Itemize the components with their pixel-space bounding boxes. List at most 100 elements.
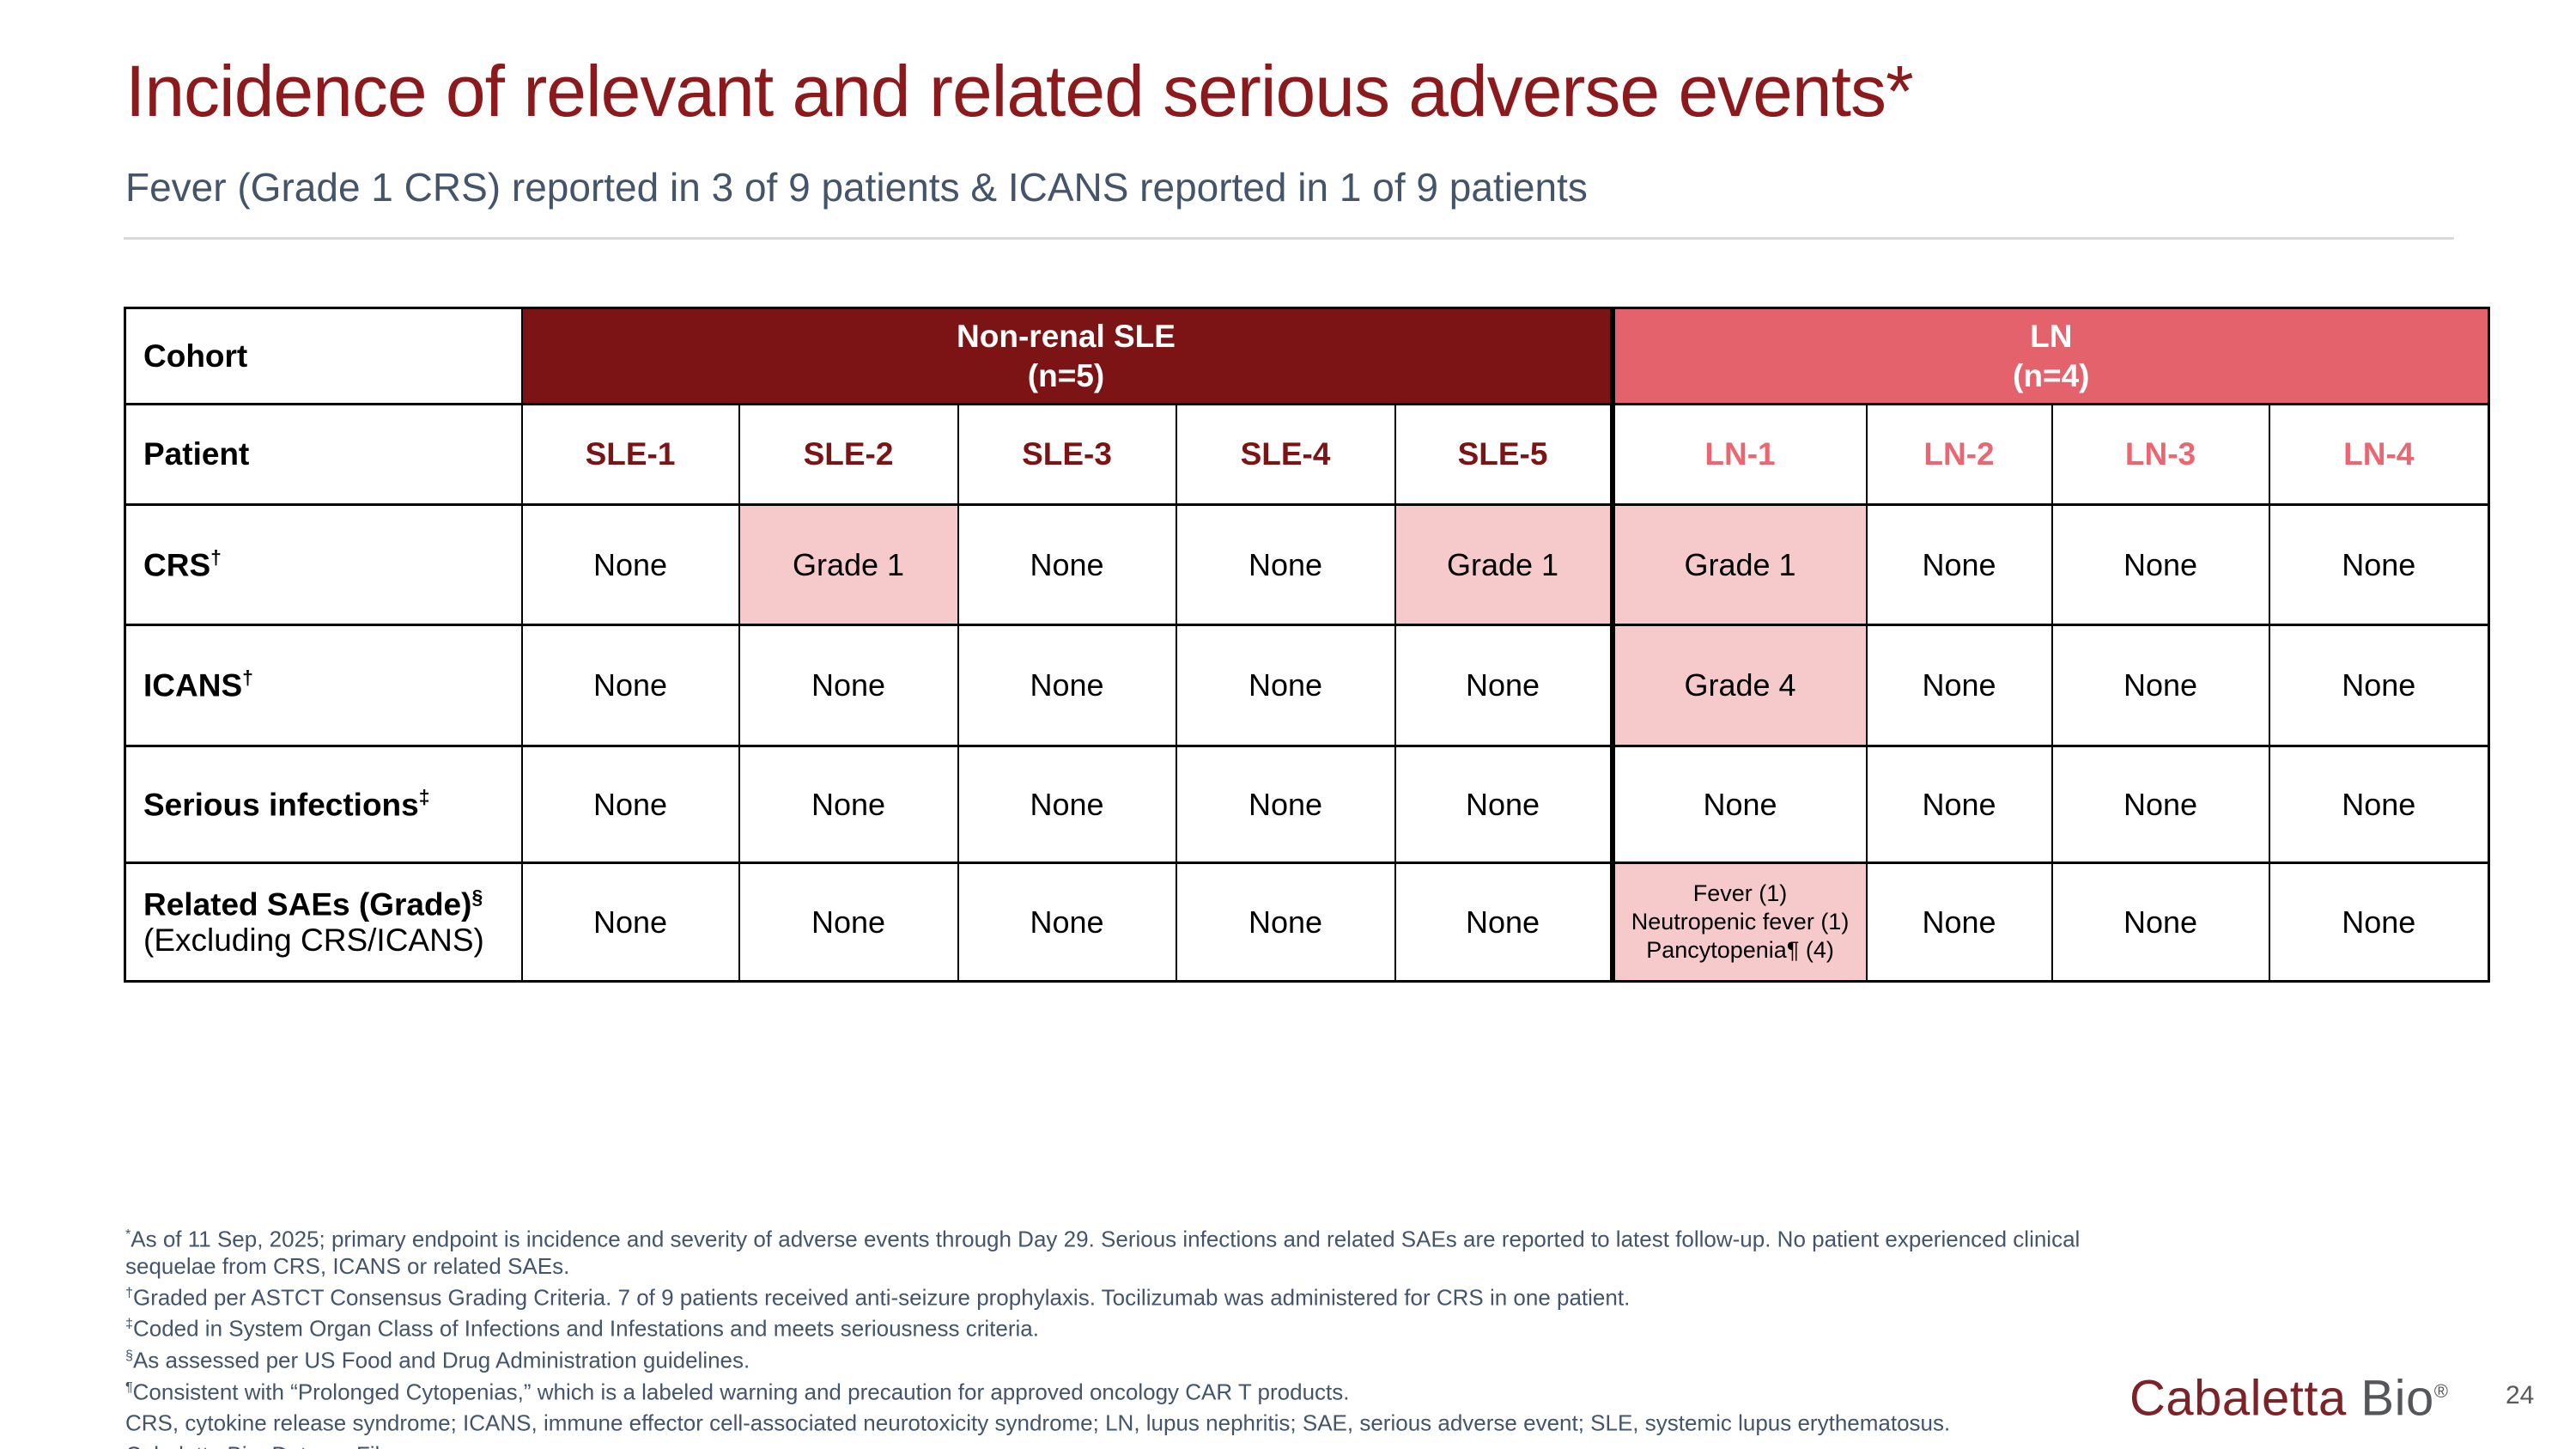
table-row-crs: CRS† None Grade 1 None None Grade 1 Grad… xyxy=(124,503,2490,626)
patient-cell-sle-3: SLE-3 xyxy=(957,403,1177,506)
footnote-text: CRS, cytokine release syndrome; ICANS, i… xyxy=(125,1409,1951,1436)
footnote-text: Graded per ASTCT Consensus Grading Crite… xyxy=(132,1284,1631,1311)
title-divider-line xyxy=(124,237,2454,240)
table-cell: None xyxy=(957,861,1177,983)
table-cell: None xyxy=(520,624,740,747)
cohort-label: Cohort xyxy=(124,307,523,405)
row-label-sup: † xyxy=(242,667,253,690)
row-label-text: CRS xyxy=(143,547,211,583)
table-cell: None xyxy=(2050,503,2270,626)
table-cell: None xyxy=(1394,745,1613,864)
footnote-text: As of 11 Sep, 2025; primary endpoint is … xyxy=(125,1226,2081,1279)
footnote: †Graded per ASTCT Consensus Grading Crit… xyxy=(125,1280,2126,1312)
table-row-related-saes: Related SAEs (Grade)§ (Excluding CRS/ICA… xyxy=(124,861,2490,983)
row-label-sup: § xyxy=(471,885,483,908)
footnote: §As assessed per US Food and Drug Admini… xyxy=(125,1342,2126,1374)
table-row-serious-infections: Serious infections‡ None None None None … xyxy=(124,745,2490,864)
table-cell: None xyxy=(957,624,1177,747)
patient-cell-ln-3: LN-3 xyxy=(2050,403,2270,506)
slide-subtitle: Fever (Grade 1 CRS) reported in 3 of 9 p… xyxy=(125,165,1588,210)
sae-line: Neutropenic fever (1) xyxy=(1631,909,1850,935)
footnote-marker: † xyxy=(125,1284,133,1300)
footnote-marker: ¶ xyxy=(125,1379,133,1395)
table-cell: None xyxy=(1175,861,1396,983)
table-cell: None xyxy=(1175,503,1396,626)
row-label-sup: † xyxy=(210,545,222,569)
table-cell: None xyxy=(1609,745,1868,864)
footnote: CRS, cytokine release syndrome; ICANS, i… xyxy=(125,1405,2126,1437)
registered-trademark-icon: ® xyxy=(2433,1380,2449,1402)
table-cell: None xyxy=(520,861,740,983)
table-cell: None xyxy=(1865,503,2053,626)
patient-cell-sle-2: SLE-2 xyxy=(738,403,959,506)
footnotes: *As of 11 Sep, 2025; primary endpoint is… xyxy=(125,1221,2126,1449)
group-label: Non-renal SLE xyxy=(957,318,1176,354)
footnote-marker: * xyxy=(125,1227,131,1242)
table-cell: None xyxy=(2268,745,2490,864)
footnote: *As of 11 Sep, 2025; primary endpoint is… xyxy=(125,1221,2126,1280)
table-cell: None xyxy=(1865,745,2053,864)
footnote-marker: ‡ xyxy=(125,1316,133,1332)
table-cell: None xyxy=(520,503,740,626)
cabaletta-bio-logo: Cabaletta Bio® xyxy=(2129,1364,2448,1426)
patient-cell-sle-5: SLE-5 xyxy=(1394,403,1613,506)
row-label-text: Related SAEs (Grade) xyxy=(143,886,472,922)
row-label-line2: (Excluding CRS/ICANS) xyxy=(143,922,484,959)
patient-cell-sle-4: SLE-4 xyxy=(1175,403,1396,506)
logo-text-secondary: Bio xyxy=(2360,1370,2434,1427)
row-label-line1: Related SAEs (Grade)§ xyxy=(143,886,521,922)
table-cell: None xyxy=(957,503,1177,626)
table-cell: None xyxy=(738,745,959,864)
table-cell: Grade 4 xyxy=(1609,624,1868,747)
row-label-sup: ‡ xyxy=(418,785,430,808)
sae-line: Pancytopenia¶ (4) xyxy=(1646,937,1834,963)
sae-line: Fever (1) xyxy=(1692,880,1788,906)
table-cell: None xyxy=(2268,624,2490,747)
page-number: 24 xyxy=(2506,1381,2535,1409)
footnote: ¶Consistent with “Prolonged Cytopenias,”… xyxy=(125,1374,2126,1406)
group-n: (n=5) xyxy=(1027,357,1105,393)
table-cell: None xyxy=(1394,624,1613,747)
footnote-marker: § xyxy=(125,1347,133,1363)
footnote-text: Cabaletta Bio: Data on File. xyxy=(125,1442,398,1449)
table-cell: None xyxy=(2050,624,2270,747)
table-cell: None xyxy=(738,861,959,983)
footnote: Cabaletta Bio: Data on File. xyxy=(125,1437,2126,1449)
patient-header-row: Patient SLE-1 SLE-2 SLE-3 SLE-4 SLE-5 LN… xyxy=(124,403,2490,506)
table-cell: None xyxy=(2268,861,2490,983)
patient-cell-ln-4: LN-4 xyxy=(2268,403,2490,506)
table-cell: None xyxy=(1394,861,1613,983)
patient-cell-sle-1: SLE-1 xyxy=(520,403,740,506)
table-cell: Grade 1 xyxy=(1394,503,1613,626)
table-cell: None xyxy=(1865,861,2053,983)
table-row-icans: ICANS† None None None None None Grade 4 … xyxy=(124,624,2490,747)
row-label-crs: CRS† xyxy=(124,503,523,626)
row-label-text: Serious infections xyxy=(143,787,419,823)
table-cell: None xyxy=(2050,745,2270,864)
row-label-icans: ICANS† xyxy=(124,624,523,747)
table-cell: None xyxy=(2050,861,2270,983)
table-cell: None xyxy=(520,745,740,864)
adverse-events-table-wrap: Cohort Non-renal SLE (n=5) LN (n=4) Pati… xyxy=(124,307,2491,983)
table-cell: None xyxy=(738,624,959,747)
cohort-header-row: Cohort Non-renal SLE (n=5) LN (n=4) xyxy=(124,307,2490,405)
group-n: (n=4) xyxy=(2013,357,2090,393)
table-cell-related-saes-ln-1: Fever (1) Neutropenic fever (1) Pancytop… xyxy=(1609,861,1868,983)
table-cell: Grade 1 xyxy=(738,503,959,626)
table-cell: None xyxy=(1865,624,2053,747)
patient-cell-ln-2: LN-2 xyxy=(1865,403,2053,506)
patient-label: Patient xyxy=(124,403,523,506)
group-header-nonrenal-sle: Non-renal SLE (n=5) xyxy=(520,307,1613,405)
group-label: LN xyxy=(2030,318,2073,354)
table-cell: None xyxy=(1175,745,1396,864)
footnote-text: Coded in System Organ Class of Infection… xyxy=(132,1315,1039,1342)
logo-text-primary: Cabaletta xyxy=(2129,1370,2347,1427)
table-cell: None xyxy=(957,745,1177,864)
group-header-ln: LN (n=4) xyxy=(1609,307,2490,405)
footnote-text: As assessed per US Food and Drug Adminis… xyxy=(132,1347,750,1373)
footnote: ‡Coded in System Organ Class of Infectio… xyxy=(125,1311,2126,1342)
table-cell: None xyxy=(1175,624,1396,747)
patient-cell-ln-1: LN-1 xyxy=(1609,403,1868,506)
table-cell: Grade 1 xyxy=(1609,503,1868,626)
footnote-text: Consistent with “Prolonged Cytopenias,” … xyxy=(132,1379,1350,1405)
